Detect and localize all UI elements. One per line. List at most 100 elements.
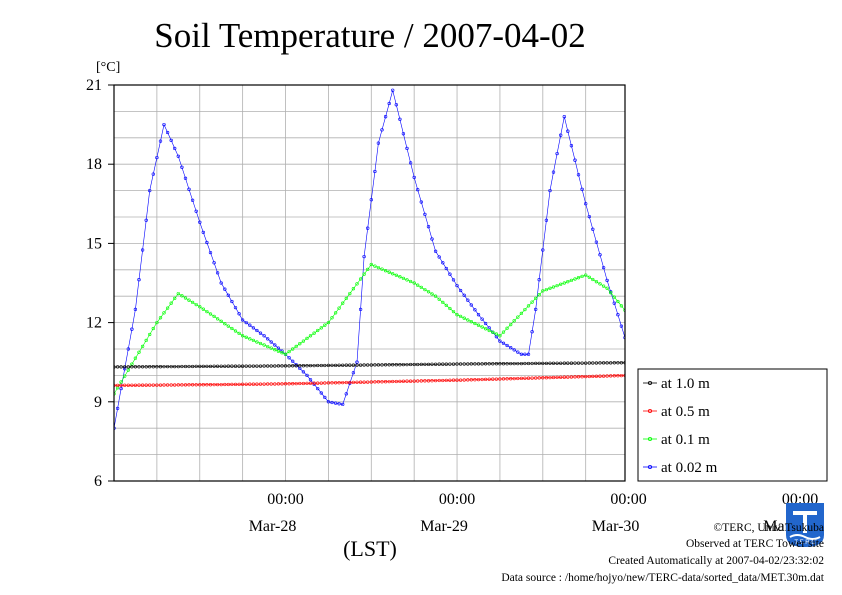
data-point — [548, 375, 552, 380]
data-point — [430, 237, 434, 241]
data-point — [537, 293, 541, 297]
data-point — [273, 382, 277, 386]
data-point — [351, 380, 356, 385]
data-point — [215, 271, 220, 275]
data-point — [212, 261, 216, 265]
data-point — [498, 362, 502, 366]
data-point — [169, 301, 173, 305]
data-point — [555, 361, 559, 365]
data-point — [165, 130, 170, 135]
data-point — [130, 383, 134, 387]
data-point — [416, 283, 420, 287]
data-point — [355, 380, 359, 384]
data-point — [569, 375, 574, 379]
data-point — [190, 364, 195, 369]
data-point — [205, 240, 209, 245]
data-point — [287, 356, 291, 360]
data-point — [526, 304, 531, 308]
data-point — [291, 382, 295, 386]
data-point — [308, 381, 313, 385]
data-point — [512, 319, 516, 323]
data-point — [126, 365, 130, 369]
data-point — [226, 364, 230, 368]
data-point — [469, 303, 473, 307]
data-point — [258, 382, 263, 386]
data-point — [505, 326, 509, 330]
data-point — [208, 312, 213, 316]
data-point — [344, 392, 348, 396]
data-point — [591, 227, 595, 231]
data-point — [137, 365, 141, 369]
data-point — [276, 346, 281, 350]
data-point — [319, 363, 323, 368]
data-point — [330, 400, 334, 405]
data-point — [158, 365, 163, 369]
data-point — [616, 374, 620, 378]
data-point — [201, 307, 205, 311]
data-point — [194, 383, 198, 387]
y-axis-ticks: 6 9 12 15 18 21 — [86, 77, 114, 490]
data-point — [609, 361, 613, 365]
data-point — [423, 287, 427, 292]
data-point — [473, 321, 477, 326]
data-point — [337, 381, 341, 385]
data-point — [491, 330, 495, 334]
data-point — [487, 377, 491, 381]
data-point — [430, 292, 434, 296]
data-point — [437, 362, 441, 366]
data-point — [398, 379, 402, 384]
data-point — [466, 318, 470, 322]
series-line — [114, 264, 625, 395]
data-point — [255, 340, 259, 344]
data-point — [333, 401, 338, 405]
data-point — [187, 298, 191, 302]
data-point — [237, 364, 241, 368]
data-point — [601, 284, 606, 288]
data-point — [534, 296, 538, 301]
data-point — [323, 395, 327, 400]
data-point — [212, 314, 216, 319]
data-point — [162, 364, 166, 369]
data-point — [430, 362, 434, 366]
data-point — [201, 383, 205, 387]
data-point — [437, 297, 441, 301]
data-point — [516, 361, 520, 366]
data-point — [416, 188, 420, 192]
logo-t-mark — [793, 511, 817, 533]
data-point — [480, 317, 484, 321]
data-point — [301, 381, 306, 386]
data-point — [190, 383, 195, 387]
data-point — [551, 170, 556, 174]
data-point — [623, 308, 625, 312]
data-point — [165, 306, 170, 310]
data-point — [433, 362, 438, 366]
data-point — [316, 363, 320, 368]
data-point — [509, 322, 513, 327]
legend: at 1.0 m at 0.5 m at 0.1 m at 0.02 m — [637, 368, 828, 482]
data-point — [601, 374, 606, 378]
data-point — [373, 380, 377, 384]
data-point — [591, 374, 595, 379]
data-point — [355, 363, 359, 367]
data-point — [451, 378, 456, 382]
data-point — [405, 146, 409, 151]
data-point — [223, 364, 227, 368]
data-point — [541, 361, 545, 366]
legend-marker — [648, 408, 653, 413]
data-point — [619, 324, 624, 328]
data-point — [198, 220, 202, 224]
data-point — [119, 365, 123, 369]
y-axis-unit: [°C] — [96, 60, 120, 75]
data-point — [219, 319, 223, 323]
x-tick-date-label: Mar-30 — [592, 518, 640, 535]
data-point — [476, 377, 481, 382]
data-point — [373, 363, 377, 367]
data-point — [287, 364, 291, 368]
data-point — [351, 371, 356, 375]
data-point — [133, 307, 138, 312]
data-point — [240, 382, 245, 386]
data-point — [555, 283, 559, 288]
x-axis-ticks: 00:00Mar-2800:00Mar-2900:00Mar-3000:00Ma… — [249, 491, 819, 535]
data-point — [244, 320, 248, 325]
data-point — [351, 287, 356, 291]
